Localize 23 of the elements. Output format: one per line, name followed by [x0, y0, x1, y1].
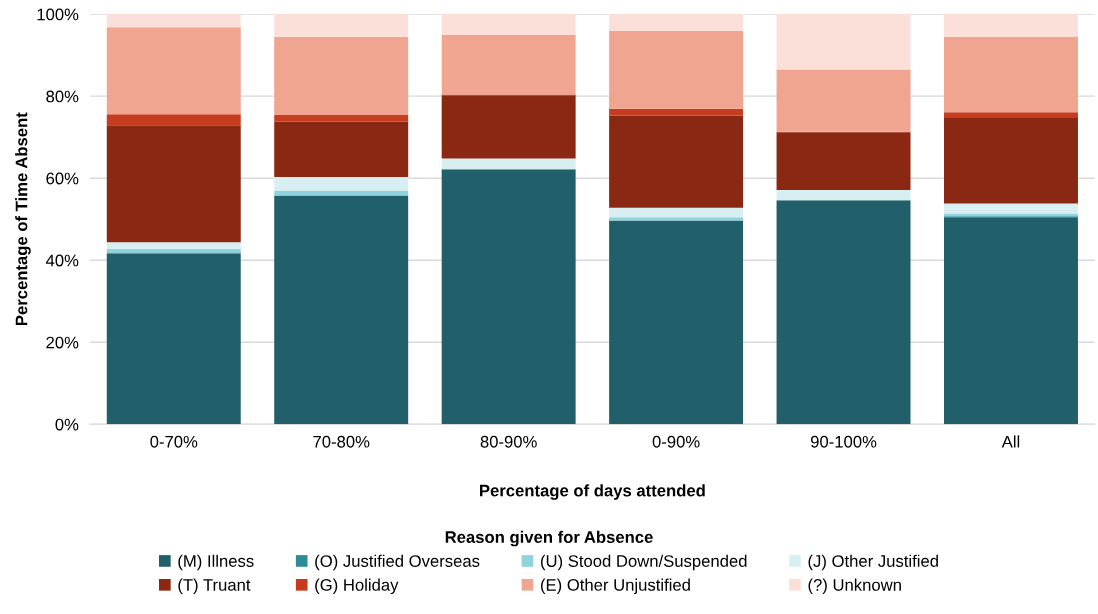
x-axis-title: Percentage of days attended	[480, 484, 705, 500]
y-tick-label: 40%	[45, 254, 79, 267]
legend-label: (O) Justified Overseas	[315, 554, 480, 571]
legend-label: (E) Other Unjustified	[541, 578, 690, 595]
legend-label: (G) Holiday	[315, 578, 399, 595]
legend-label: (U) Stood Down/Suspended	[541, 554, 747, 571]
legend-label: (M) Illness	[178, 554, 254, 571]
legend-label: (J) Other Justified	[808, 554, 938, 571]
y-tick-label: 0%	[55, 418, 79, 431]
x-tick-label: All	[1001, 435, 1020, 448]
legend-label: (T) Truant	[178, 578, 251, 595]
x-tick-label: 80-90%	[480, 435, 537, 448]
y-tick-label: 100%	[37, 8, 79, 21]
legend-title: Reason given for Absence	[445, 530, 653, 547]
y-tick-label: 60%	[46, 172, 79, 185]
x-tick-label: 70-80%	[313, 435, 370, 448]
y-tick-label: 20%	[46, 336, 79, 349]
y-tick-label: 80%	[46, 90, 79, 103]
x-tick-label: 0-90%	[652, 435, 700, 448]
y-axis-title: Percentage of Time Absent	[15, 112, 31, 326]
x-tick-label: 0-70%	[150, 435, 198, 448]
legend-label: (?) Unknown	[808, 578, 901, 595]
x-tick-label: 90-100%	[810, 435, 877, 448]
